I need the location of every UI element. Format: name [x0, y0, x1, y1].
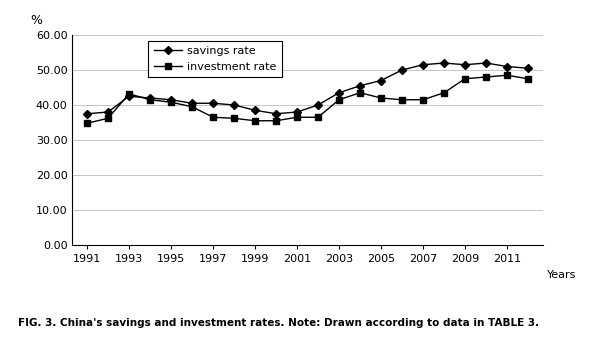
investment rate — [440, 91, 447, 95]
savings rate — [209, 101, 216, 105]
investment rate — [104, 116, 112, 120]
Line: savings rate: savings rate — [84, 60, 531, 117]
investment rate — [504, 73, 511, 77]
Legend: savings rate, investment rate: savings rate, investment rate — [148, 41, 282, 77]
savings rate — [104, 110, 112, 114]
savings rate — [461, 63, 469, 67]
savings rate — [314, 103, 321, 107]
investment rate — [125, 92, 133, 96]
savings rate — [273, 112, 280, 116]
savings rate — [335, 91, 343, 95]
Text: Years: Years — [548, 270, 577, 280]
savings rate — [251, 108, 259, 112]
investment rate — [356, 91, 364, 95]
savings rate — [147, 96, 154, 100]
investment rate — [482, 75, 490, 79]
savings rate — [188, 101, 195, 105]
investment rate — [273, 119, 280, 123]
investment rate — [377, 96, 385, 100]
investment rate — [147, 98, 154, 102]
Line: investment rate: investment rate — [84, 72, 531, 126]
savings rate — [356, 84, 364, 88]
investment rate — [525, 77, 532, 81]
investment rate — [168, 100, 175, 104]
Text: FIG. 3. China's savings and investment rates. Note: Drawn according to data in T: FIG. 3. China's savings and investment r… — [18, 318, 539, 329]
investment rate — [209, 115, 216, 119]
investment rate — [230, 116, 238, 120]
savings rate — [482, 61, 490, 65]
investment rate — [83, 121, 90, 125]
savings rate — [125, 94, 133, 98]
savings rate — [420, 63, 427, 67]
investment rate — [188, 105, 195, 109]
savings rate — [230, 103, 238, 107]
savings rate — [168, 98, 175, 102]
investment rate — [335, 98, 343, 102]
savings rate — [83, 112, 90, 116]
investment rate — [399, 98, 406, 102]
savings rate — [294, 110, 301, 114]
savings rate — [377, 78, 385, 83]
savings rate — [504, 64, 511, 69]
investment rate — [251, 119, 259, 123]
savings rate — [440, 61, 447, 65]
savings rate — [399, 68, 406, 72]
investment rate — [314, 115, 321, 119]
Text: %: % — [30, 14, 42, 27]
investment rate — [420, 98, 427, 102]
investment rate — [461, 77, 469, 81]
investment rate — [294, 115, 301, 119]
savings rate — [525, 66, 532, 70]
